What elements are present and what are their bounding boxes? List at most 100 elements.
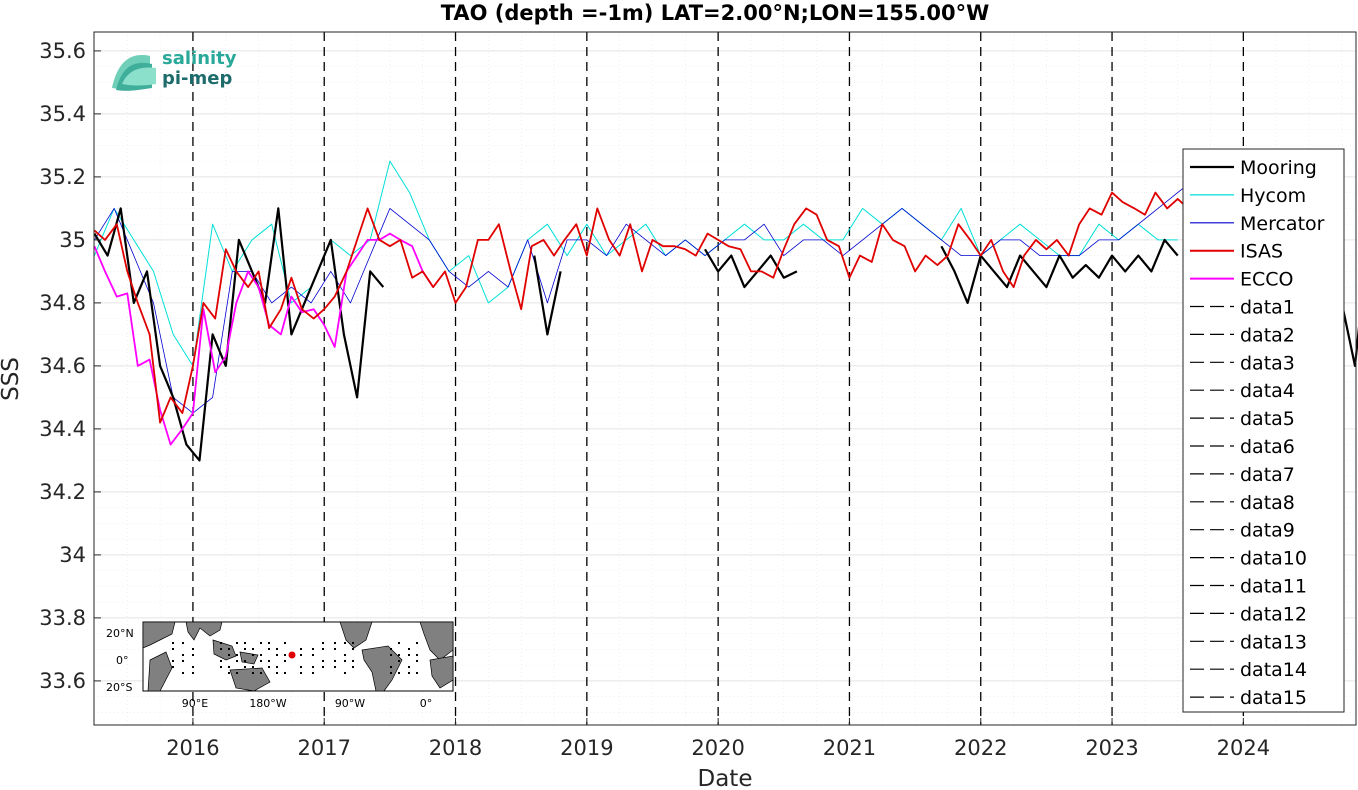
legend-label: Mercator <box>1240 213 1325 235</box>
legend-label: data14 <box>1240 659 1307 681</box>
mooring-dot <box>244 648 246 650</box>
legend-label: data11 <box>1240 576 1307 598</box>
mooring-dot <box>334 666 336 668</box>
series-line-mercator <box>94 160 1237 414</box>
mooring-dot <box>416 660 418 662</box>
series-line-isas <box>93 160 1245 424</box>
legend-item: Mooring <box>1190 157 1317 179</box>
mooring-dot <box>284 654 286 656</box>
legend-item: data7 <box>1190 464 1295 486</box>
mooring-dot <box>182 642 184 644</box>
mooring-dot <box>300 648 302 650</box>
mooring-dot <box>398 654 400 656</box>
legend-item: ISAS <box>1190 241 1283 263</box>
mooring-dot <box>416 642 418 644</box>
mooring-dot <box>252 672 254 674</box>
salinity-pimep-logo: salinity pi-mep <box>112 48 237 91</box>
legend-item: data14 <box>1190 659 1307 681</box>
mooring-dot <box>228 672 230 674</box>
mooring-dot <box>276 654 278 656</box>
plot-background <box>94 32 1356 725</box>
mooring-dot <box>322 648 324 650</box>
mooring-dot <box>352 642 354 644</box>
mooring-dot <box>260 654 262 656</box>
x-axis-ticks: 2016 2017 2018 2019 2020 2021 2022 2023 2024 <box>166 718 1270 760</box>
series-line-ecco <box>93 232 434 446</box>
mooring-dot <box>300 672 302 674</box>
legend-label: data8 <box>1240 492 1295 514</box>
mooring-dot <box>244 666 246 668</box>
y-tick-label: 33.6 <box>39 669 86 693</box>
mooring-dot <box>284 660 286 662</box>
y-tick-label: 34.8 <box>39 291 86 315</box>
mooring-dot <box>398 660 400 662</box>
mooring-dot <box>408 648 410 650</box>
legend-label: data9 <box>1240 520 1295 542</box>
station-marker <box>288 651 296 659</box>
mooring-dot <box>344 672 346 674</box>
mooring-dot <box>252 648 254 650</box>
mooring-dot <box>352 666 354 668</box>
mooring-dot <box>334 660 336 662</box>
mooring-dot <box>236 654 238 656</box>
mooring-dot <box>172 666 174 668</box>
mooring-dot <box>312 648 314 650</box>
y-tick-label: 34 <box>59 543 86 567</box>
mooring-dot <box>260 642 262 644</box>
mooring-dot <box>228 654 230 656</box>
mooring-dot <box>408 654 410 656</box>
mooring-dot <box>300 666 302 668</box>
mooring-dot <box>322 642 324 644</box>
mooring-dot <box>408 666 410 668</box>
legend-item: data13 <box>1190 631 1307 653</box>
legend-label: data13 <box>1240 631 1307 653</box>
mooring-dot <box>192 648 194 650</box>
legend-item: data15 <box>1190 687 1307 709</box>
mooring-dot <box>276 648 278 650</box>
chart-title: TAO (depth =-1m) LAT=2.00°N;LON=155.00°W <box>441 1 990 25</box>
mooring-dot <box>416 672 418 674</box>
mooring-dot <box>344 642 346 644</box>
inset-map-land <box>142 621 454 692</box>
mooring-dot <box>220 648 222 650</box>
x-tick-label: 2021 <box>823 736 876 760</box>
y-tick-label: 34.4 <box>39 417 86 441</box>
legend-item: data12 <box>1190 603 1307 625</box>
y-tick-label: 35 <box>59 228 86 252</box>
mooring-dot <box>344 654 346 656</box>
mooring-dot <box>398 672 400 674</box>
mooring-dot <box>344 660 346 662</box>
mooring-dot <box>236 660 238 662</box>
map-lon-label-1: 90°E <box>182 697 208 710</box>
plot-frame <box>93 31 1357 726</box>
mooring-dot <box>312 672 314 674</box>
legend-item: data10 <box>1190 548 1307 570</box>
mooring-dot <box>220 642 222 644</box>
x-tick-label: 2022 <box>954 736 1007 760</box>
mooring-dot <box>260 660 262 662</box>
map-lat-label-3: 20°S <box>106 681 132 694</box>
map-lon-label-2: 180°W <box>249 697 286 710</box>
series-line-mooring <box>93 207 1358 462</box>
legend-item: data3 <box>1190 352 1295 374</box>
mooring-dot <box>390 648 392 650</box>
mooring-dot <box>416 654 418 656</box>
mooring-dot <box>192 666 194 668</box>
legend-label: data5 <box>1240 408 1295 430</box>
legend-item: data4 <box>1190 380 1295 402</box>
legend-label: data12 <box>1240 603 1307 625</box>
mooring-dot <box>252 654 254 656</box>
mooring-dot <box>268 648 270 650</box>
x-tick-label: 2020 <box>691 736 744 760</box>
map-lon-label-3: 90°W <box>335 697 365 710</box>
legend-item: data2 <box>1190 324 1295 346</box>
series-layer <box>93 160 1358 462</box>
mooring-dot <box>300 654 302 656</box>
mooring-dot <box>228 648 230 650</box>
mooring-dot <box>192 672 194 674</box>
mooring-dot <box>192 654 194 656</box>
legend-item: data11 <box>1190 576 1307 598</box>
mooring-dot <box>352 648 354 650</box>
mooring-dot <box>284 642 286 644</box>
